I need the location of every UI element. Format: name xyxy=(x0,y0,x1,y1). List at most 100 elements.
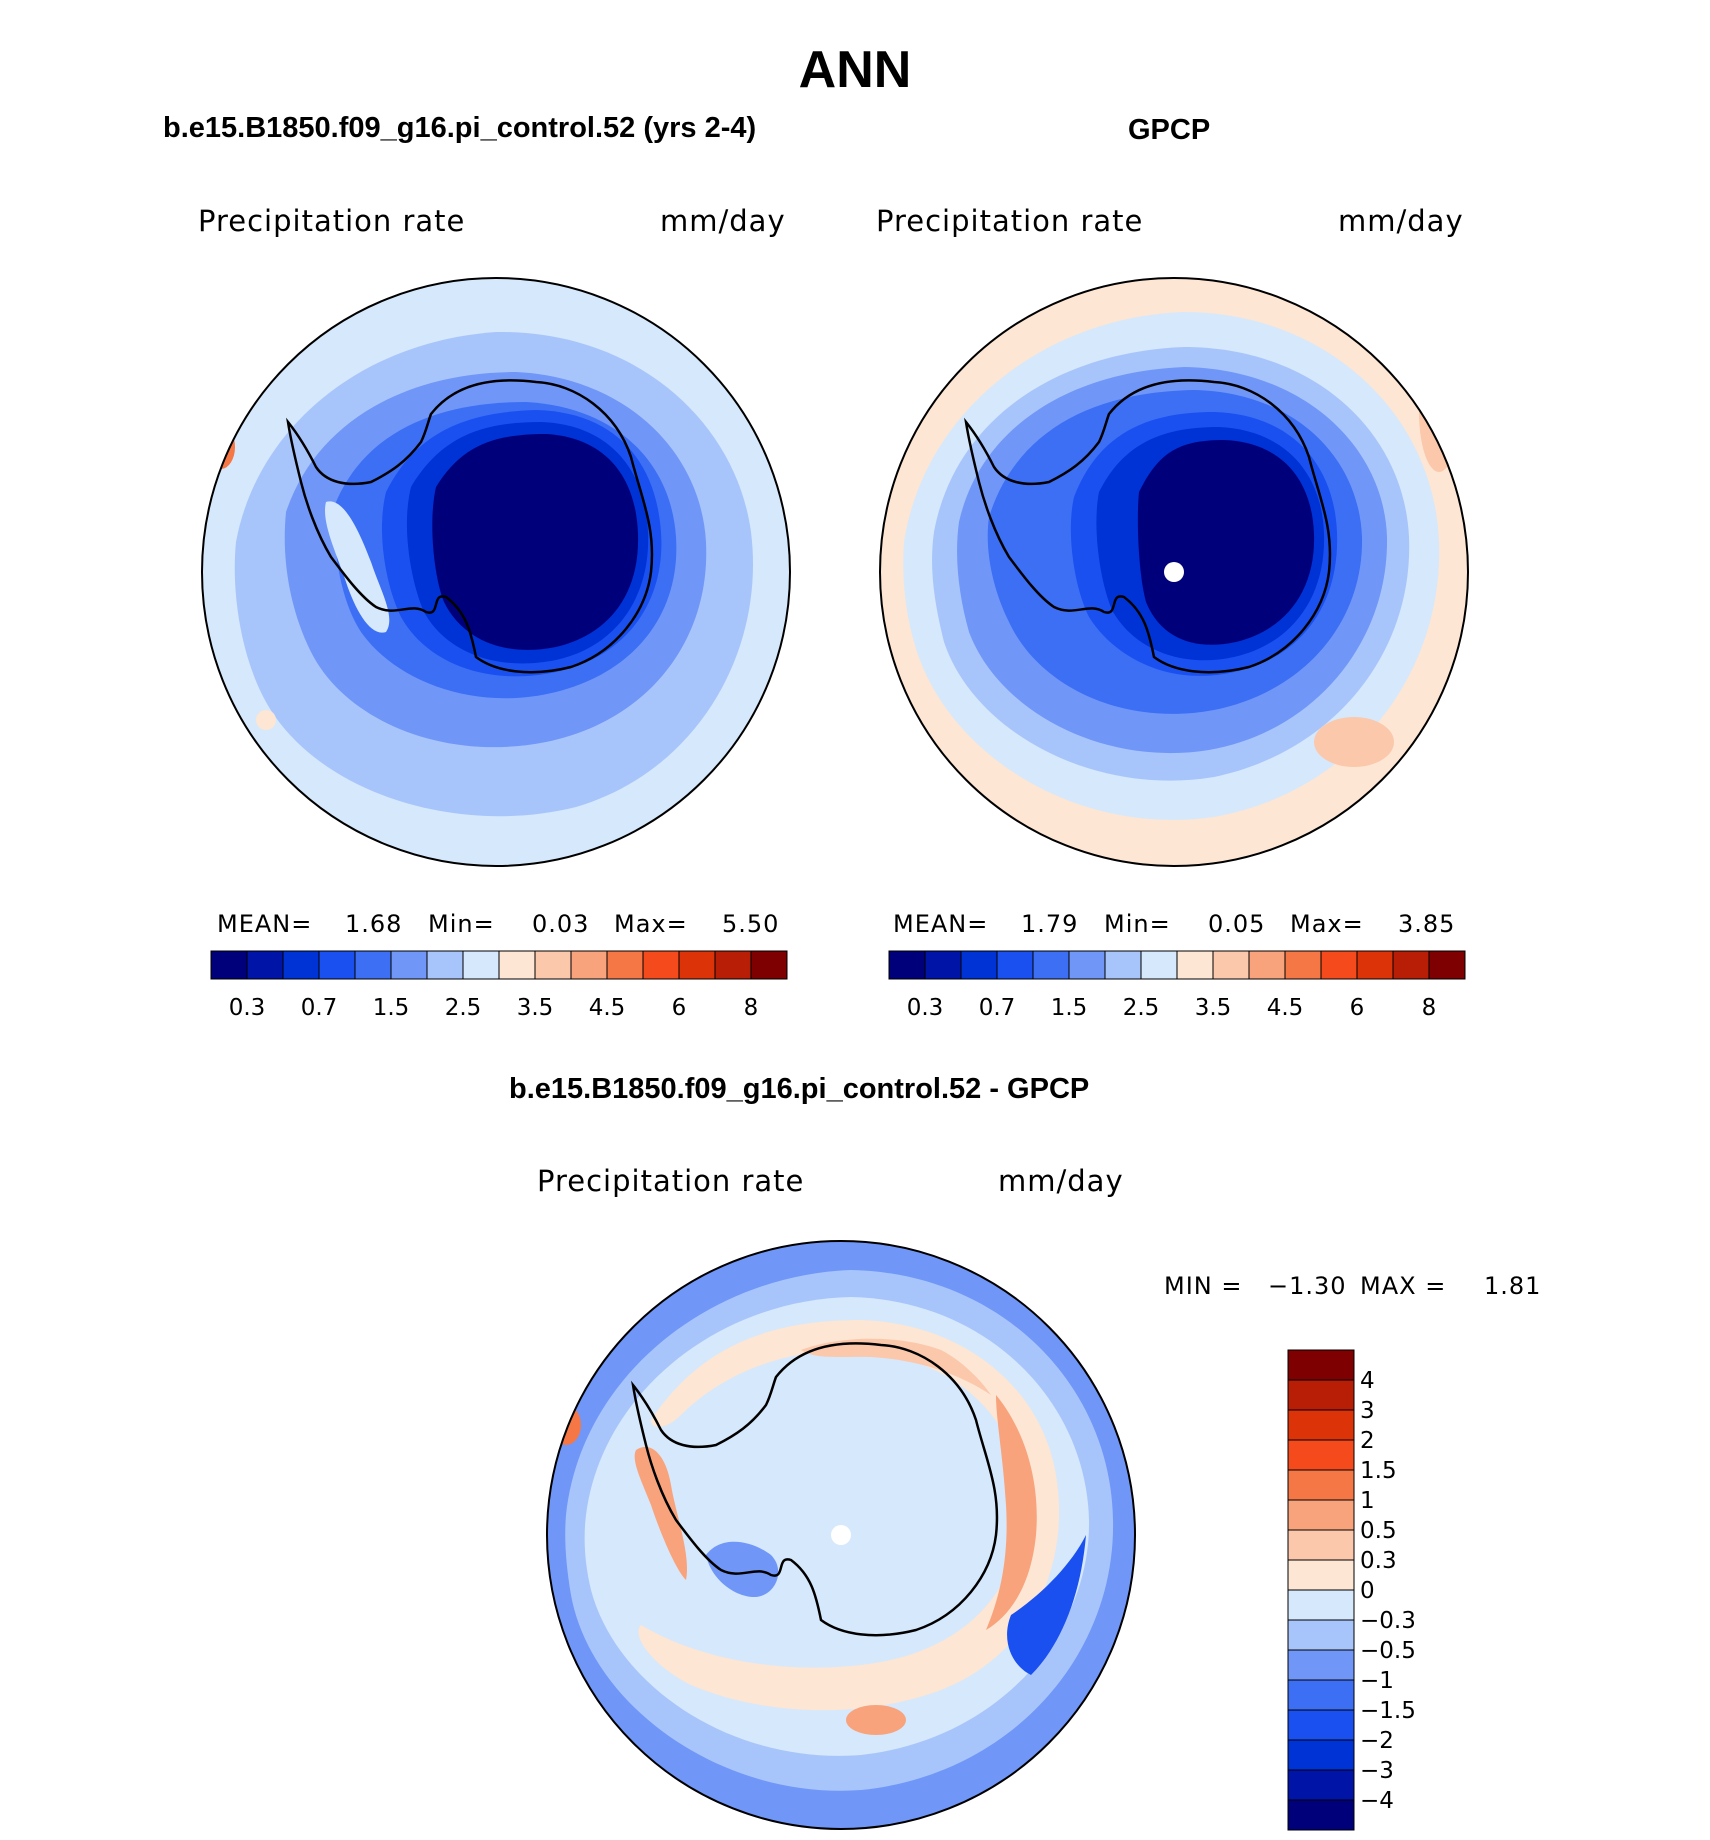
obs-colorbar-swatch xyxy=(960,950,998,980)
antarctica-coastline xyxy=(964,379,1332,674)
diff-colorbar-swatch xyxy=(1287,1469,1355,1501)
deep-neg-right xyxy=(1007,1535,1086,1675)
obs-colorbar-swatch xyxy=(924,950,962,980)
diff-min-value: −1.30 xyxy=(1268,1272,1347,1300)
model-colorbar-swatch xyxy=(246,950,284,980)
diff-colorbar-tick-label: 2 xyxy=(1360,1428,1375,1454)
diff-colorbar-swatch xyxy=(1287,1679,1355,1711)
diff-colorbar-tick-label: −1.5 xyxy=(1360,1698,1416,1724)
model-min-value: 0.03 xyxy=(532,910,590,938)
obs-colorbar-tick-label: 2.5 xyxy=(1123,995,1160,1021)
model-min-label: Min= xyxy=(428,910,495,938)
obs-colorbar-swatch xyxy=(888,950,926,980)
obs-colorbar-swatch xyxy=(1068,950,1106,980)
obs-colorbar-swatch xyxy=(1032,950,1070,980)
antarctica-coastline xyxy=(631,1342,999,1637)
diff-colorbar-swatch xyxy=(1287,1589,1355,1621)
model-max-value: 5.50 xyxy=(722,910,780,938)
model-colorbar-swatch xyxy=(534,950,572,980)
obs-panel-title: GPCP xyxy=(1128,114,1211,146)
diff-colorbar-swatch xyxy=(1287,1739,1355,1771)
pole-hole xyxy=(831,1525,851,1545)
obs-colorbar-swatch xyxy=(1320,950,1358,980)
model-colorbar-swatch xyxy=(642,950,680,980)
diff-units-label: mm/day xyxy=(998,1164,1124,1198)
diff-colorbar-tick-label: 0.3 xyxy=(1360,1548,1397,1574)
obs-units-label: mm/day xyxy=(1338,204,1464,238)
obs-colorbar-tick-label: 0.3 xyxy=(907,995,944,1021)
diff-colorbar-swatch xyxy=(1287,1349,1355,1381)
diff-colorbar-tick-label: 4 xyxy=(1360,1368,1375,1394)
obs-mean-label: MEAN= xyxy=(893,910,989,938)
obs-colorbar-swatch xyxy=(1428,950,1466,980)
pale-patch-bottom xyxy=(1314,717,1394,767)
obs-mean-value: 1.79 xyxy=(1021,910,1079,938)
diff-colorbar-swatch xyxy=(1287,1409,1355,1441)
obs-colorbar-swatch xyxy=(1176,950,1214,980)
diff-panel-title: b.e15.B1850.f09_g16.pi_control.52 - GPCP xyxy=(509,1073,1090,1105)
model-colorbar: 0.3 0.7 1.5 2.5 3.5 4.5 6 8 xyxy=(210,950,788,1021)
diff-colorbar-swatch xyxy=(1287,1559,1355,1591)
diff-colorbar-swatch xyxy=(1287,1769,1355,1801)
model-colorbar-swatch xyxy=(318,950,356,980)
pale-patch xyxy=(256,710,276,730)
interior-neg-patch xyxy=(706,1541,779,1598)
diff-variable-label: Precipitation rate xyxy=(537,1164,805,1198)
model-panel-title: b.e15.B1850.f09_g16.pi_control.52 (yrs 2… xyxy=(163,112,757,144)
obs-colorbar-swatch xyxy=(996,950,1034,980)
model-mean-label: MEAN= xyxy=(217,910,313,938)
model-colorbar-swatch xyxy=(498,950,536,980)
model-colorbar-tick-label: 0.7 xyxy=(301,995,338,1021)
model-variable-label: Precipitation rate xyxy=(198,204,466,238)
obs-colorbar-swatch xyxy=(1356,950,1394,980)
interior-band xyxy=(432,434,639,650)
pale-patch-right xyxy=(1419,352,1459,472)
model-colorbar-swatch xyxy=(210,950,248,980)
diff-colorbar-tick-label: 3 xyxy=(1360,1398,1375,1424)
diff-colorbar-swatch xyxy=(1287,1619,1355,1651)
model-colorbar-swatch xyxy=(570,950,608,980)
coast-positive-top xyxy=(801,1338,991,1395)
diff-colorbar-swatch xyxy=(1287,1649,1355,1681)
diff-colorbar-swatch xyxy=(1287,1709,1355,1741)
peninsula-light-patch xyxy=(325,501,390,633)
diff-min-label: MIN = xyxy=(1164,1272,1243,1300)
obs-colorbar-tick-label: 3.5 xyxy=(1195,995,1232,1021)
diff-colorbar-swatch xyxy=(1287,1499,1355,1531)
diff-colorbar: −4 −3 −2 −1.5 −1 −0.5 −0.3 0 0.3 0.5 1 1.5 2 3 4 xyxy=(1287,1349,1416,1831)
diff-colorbar-tick-label: −0.5 xyxy=(1360,1638,1416,1664)
model-colorbar-tick-label: 3.5 xyxy=(517,995,554,1021)
model-colorbar-tick-label: 8 xyxy=(744,995,759,1021)
antarctica-coastline xyxy=(286,379,654,674)
model-colorbar-swatch xyxy=(606,950,644,980)
obs-colorbar-swatch xyxy=(1248,950,1286,980)
model-max-label: Max= xyxy=(614,910,688,938)
diff-colorbar-swatch xyxy=(1287,1439,1355,1471)
obs-colorbar-swatch xyxy=(1140,950,1178,980)
model-mean-value: 1.68 xyxy=(345,910,403,938)
diff-colorbar-swatch xyxy=(1287,1379,1355,1411)
interior-near-zero xyxy=(733,1370,1004,1637)
model-colorbar-swatch xyxy=(390,950,428,980)
coast-positive-right xyxy=(986,1395,1037,1630)
diff-colorbar-tick-label: 0.5 xyxy=(1360,1518,1397,1544)
obs-min-value: 0.05 xyxy=(1208,910,1266,938)
obs-colorbar-swatch xyxy=(1392,950,1430,980)
diff-colorbar-tick-label: −2 xyxy=(1360,1728,1394,1754)
diff-colorbar-tick-label: −3 xyxy=(1360,1758,1394,1784)
model-colorbar-tick-label: 0.3 xyxy=(229,995,266,1021)
diff-max-value: 1.81 xyxy=(1484,1272,1542,1300)
obs-colorbar-tick-label: 6 xyxy=(1350,995,1365,1021)
obs-min-label: Min= xyxy=(1104,910,1171,938)
obs-colorbar: 0.3 0.7 1.5 2.5 3.5 4.5 6 8 xyxy=(888,950,1466,1021)
obs-precip-map xyxy=(879,277,1469,867)
obs-colorbar-tick-label: 1.5 xyxy=(1051,995,1088,1021)
diff-precip-map xyxy=(546,1240,1136,1830)
diff-colorbar-tick-label: 0 xyxy=(1360,1578,1375,1604)
peninsula-positive xyxy=(634,1446,688,1580)
diff-colorbar-tick-label: −1 xyxy=(1360,1668,1394,1694)
obs-colorbar-swatch xyxy=(1284,950,1322,980)
model-colorbar-swatch xyxy=(426,950,464,980)
model-colorbar-swatch xyxy=(714,950,752,980)
obs-colorbar-tick-label: 4.5 xyxy=(1267,995,1304,1021)
